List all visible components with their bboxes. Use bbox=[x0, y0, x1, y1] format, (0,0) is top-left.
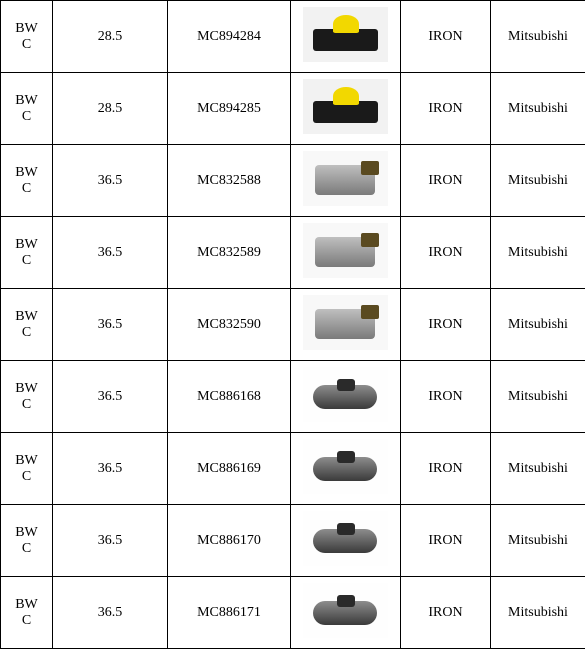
code-line2: C bbox=[22, 37, 31, 52]
cell-part-number: MC832590 bbox=[168, 289, 291, 361]
cell-size: 36.5 bbox=[53, 361, 168, 433]
cell-image bbox=[291, 73, 401, 145]
code-line1: BW bbox=[15, 597, 38, 612]
cell-make: Mitsubishi bbox=[491, 217, 585, 289]
cell-code: BWC bbox=[1, 577, 53, 649]
cell-size: 36.5 bbox=[53, 577, 168, 649]
table-row: BWC36.5MC886168IRONMitsubishi bbox=[1, 361, 585, 433]
table-row: BWC36.5MC886169IRONMitsubishi bbox=[1, 433, 585, 505]
cell-code: BWC bbox=[1, 433, 53, 505]
cell-part-number: MC886170 bbox=[168, 505, 291, 577]
table-row: BWC36.5MC832590IRONMitsubishi bbox=[1, 289, 585, 361]
cell-material: IRON bbox=[401, 577, 491, 649]
part-image-icon bbox=[303, 151, 388, 206]
cell-code: BWC bbox=[1, 505, 53, 577]
code-line1: BW bbox=[15, 525, 38, 540]
cell-material: IRON bbox=[401, 145, 491, 217]
cell-part-number: MC886169 bbox=[168, 433, 291, 505]
table-row: BWC36.5MC832589IRONMitsubishi bbox=[1, 217, 585, 289]
cell-code: BWC bbox=[1, 73, 53, 145]
cell-material: IRON bbox=[401, 433, 491, 505]
part-image-icon bbox=[303, 511, 388, 566]
cell-material: IRON bbox=[401, 361, 491, 433]
code-line2: C bbox=[22, 109, 31, 124]
code-line2: C bbox=[22, 181, 31, 196]
table-row: BWC36.5MC886170IRONMitsubishi bbox=[1, 505, 585, 577]
code-line1: BW bbox=[15, 309, 38, 324]
code-line2: C bbox=[22, 613, 31, 628]
cell-image bbox=[291, 505, 401, 577]
cell-image bbox=[291, 361, 401, 433]
part-image-icon bbox=[303, 295, 388, 350]
cell-size: 36.5 bbox=[53, 217, 168, 289]
cell-material: IRON bbox=[401, 1, 491, 73]
part-image-icon bbox=[303, 439, 388, 494]
code-line2: C bbox=[22, 253, 31, 268]
table-row: BWC28.5MC894284IRONMitsubishi bbox=[1, 1, 585, 73]
code-line1: BW bbox=[15, 21, 38, 36]
cell-part-number: MC832588 bbox=[168, 145, 291, 217]
cell-material: IRON bbox=[401, 73, 491, 145]
part-image-icon bbox=[303, 223, 388, 278]
cell-make: Mitsubishi bbox=[491, 433, 585, 505]
cell-make: Mitsubishi bbox=[491, 505, 585, 577]
cell-image bbox=[291, 577, 401, 649]
table-row: BWC28.5MC894285IRONMitsubishi bbox=[1, 73, 585, 145]
table-row: BWC36.5MC886171IRONMitsubishi bbox=[1, 577, 585, 649]
code-line1: BW bbox=[15, 93, 38, 108]
cell-part-number: MC894284 bbox=[168, 1, 291, 73]
cell-make: Mitsubishi bbox=[491, 73, 585, 145]
cell-make: Mitsubishi bbox=[491, 289, 585, 361]
cell-part-number: MC832589 bbox=[168, 217, 291, 289]
cell-size: 36.5 bbox=[53, 145, 168, 217]
cell-size: 36.5 bbox=[53, 505, 168, 577]
cell-code: BWC bbox=[1, 145, 53, 217]
cell-code: BWC bbox=[1, 289, 53, 361]
code-line1: BW bbox=[15, 453, 38, 468]
code-line1: BW bbox=[15, 165, 38, 180]
cell-material: IRON bbox=[401, 289, 491, 361]
code-line2: C bbox=[22, 469, 31, 484]
cell-make: Mitsubishi bbox=[491, 577, 585, 649]
table-row: BWC36.5MC832588IRONMitsubishi bbox=[1, 145, 585, 217]
cell-code: BWC bbox=[1, 361, 53, 433]
cell-image bbox=[291, 433, 401, 505]
cell-size: 28.5 bbox=[53, 73, 168, 145]
code-line2: C bbox=[22, 541, 31, 556]
part-image-icon bbox=[303, 79, 388, 134]
code-line1: BW bbox=[15, 381, 38, 396]
cell-code: BWC bbox=[1, 217, 53, 289]
cell-material: IRON bbox=[401, 505, 491, 577]
cell-size: 28.5 bbox=[53, 1, 168, 73]
cell-size: 36.5 bbox=[53, 433, 168, 505]
cell-part-number: MC886168 bbox=[168, 361, 291, 433]
cell-make: Mitsubishi bbox=[491, 361, 585, 433]
cell-size: 36.5 bbox=[53, 289, 168, 361]
parts-table: BWC28.5MC894284IRONMitsubishiBWC28.5MC89… bbox=[0, 0, 585, 649]
cell-make: Mitsubishi bbox=[491, 145, 585, 217]
cell-image bbox=[291, 1, 401, 73]
cell-image bbox=[291, 289, 401, 361]
code-line2: C bbox=[22, 397, 31, 412]
code-line2: C bbox=[22, 325, 31, 340]
code-line1: BW bbox=[15, 237, 38, 252]
part-image-icon bbox=[303, 367, 388, 422]
cell-part-number: MC894285 bbox=[168, 73, 291, 145]
parts-table-container: BWC28.5MC894284IRONMitsubishiBWC28.5MC89… bbox=[0, 0, 585, 649]
cell-material: IRON bbox=[401, 217, 491, 289]
cell-code: BWC bbox=[1, 1, 53, 73]
cell-image bbox=[291, 145, 401, 217]
cell-part-number: MC886171 bbox=[168, 577, 291, 649]
part-image-icon bbox=[303, 7, 388, 62]
part-image-icon bbox=[303, 583, 388, 638]
cell-image bbox=[291, 217, 401, 289]
cell-make: Mitsubishi bbox=[491, 1, 585, 73]
